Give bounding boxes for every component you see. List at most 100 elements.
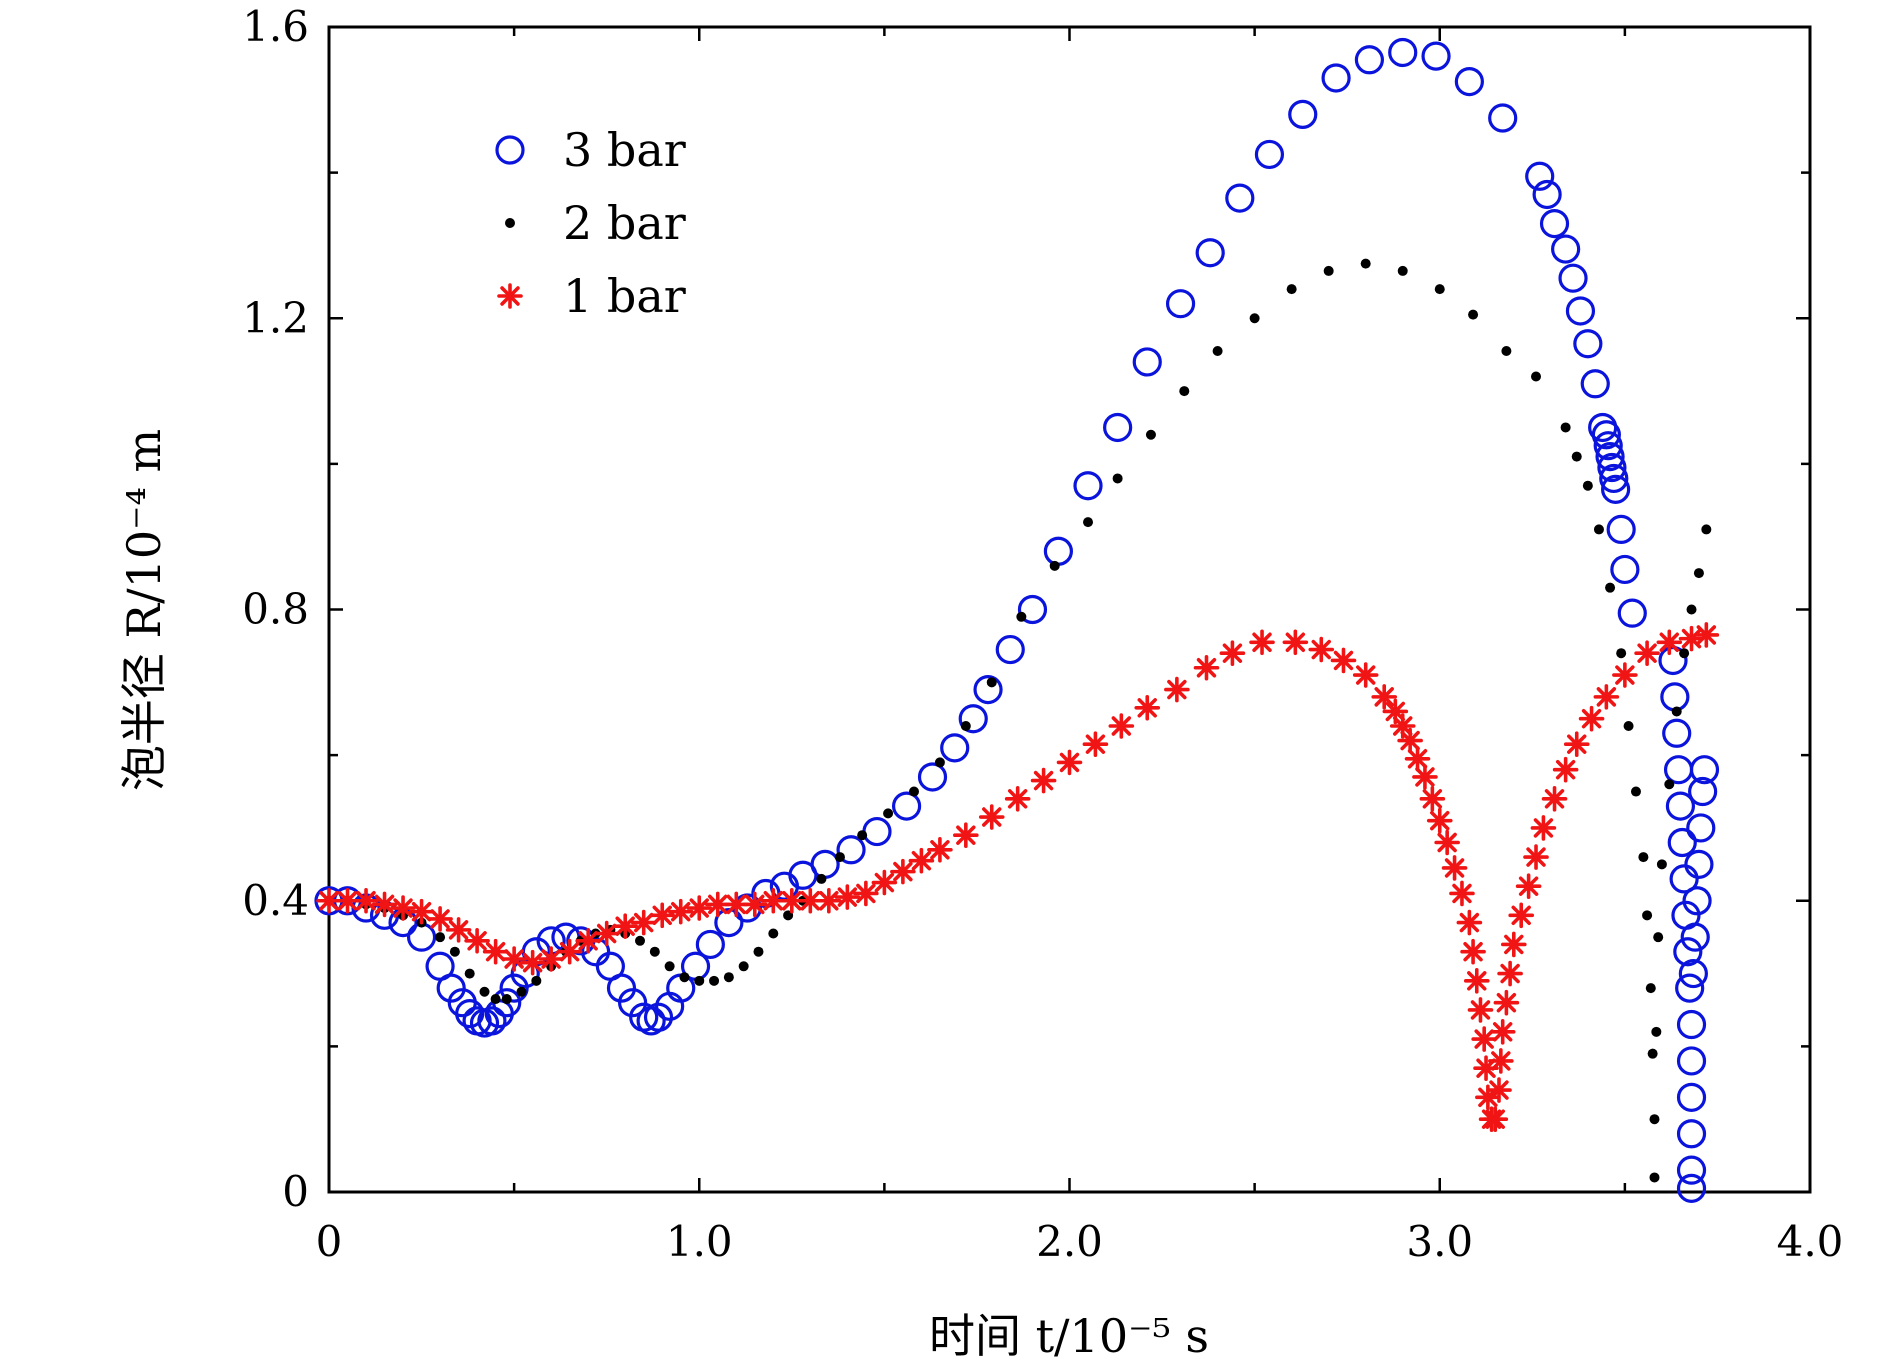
point-3-bar xyxy=(1669,864,1699,894)
point-2-bar xyxy=(834,852,845,863)
point-2-bar xyxy=(1397,265,1408,276)
point-3-bar xyxy=(1354,45,1385,75)
point-2-bar xyxy=(1664,779,1675,790)
point-3-bar xyxy=(1565,296,1596,326)
point-3-bar xyxy=(1043,536,1073,566)
asterisk-stroke xyxy=(1252,632,1272,652)
point-1-bar xyxy=(1219,640,1246,666)
point-3-bar xyxy=(436,973,466,1003)
y-tick-label: 0.4 xyxy=(242,876,309,925)
plot-frame xyxy=(327,25,1812,1194)
point-3-bar xyxy=(1421,41,1451,71)
point-3-bar xyxy=(1689,755,1720,785)
point-1-bar xyxy=(667,898,694,925)
point-1-bar xyxy=(538,946,564,972)
point-3-bar xyxy=(1676,1155,1707,1185)
asterisk-stroke xyxy=(1285,632,1306,652)
point-2-bar xyxy=(1671,706,1682,717)
asterisk-stroke xyxy=(1489,1080,1509,1100)
x-axis-label: 时间 t/10⁻⁵ s xyxy=(929,1309,1209,1363)
point-2-bar xyxy=(816,873,827,884)
point-1-bar xyxy=(316,887,342,914)
asterisk-stroke xyxy=(1467,971,1487,991)
point-2-bar xyxy=(1582,480,1593,491)
point-1-bar xyxy=(1460,938,1486,965)
asterisk-stroke xyxy=(800,891,821,911)
point-1-bar xyxy=(630,909,657,936)
asterisk-stroke xyxy=(500,286,520,306)
point-2-bar xyxy=(1049,560,1060,571)
asterisk-stroke xyxy=(1452,883,1472,904)
point-1-bar xyxy=(1530,815,1557,841)
asterisk-stroke xyxy=(1444,858,1465,878)
point-1-bar xyxy=(853,880,879,907)
point-1-bar xyxy=(1563,731,1590,758)
point-3-bar xyxy=(958,704,988,734)
point-1-bar xyxy=(1552,756,1579,783)
point-1-bar xyxy=(1382,698,1409,725)
point-2-bar xyxy=(986,677,997,688)
asterisk-stroke xyxy=(1555,759,1576,780)
point-1-bar xyxy=(1501,931,1527,958)
asterisk-stroke xyxy=(1544,789,1565,809)
legend-label-1-bar: 1 bar xyxy=(563,269,686,323)
point-1-bar xyxy=(575,927,601,954)
point-1-bar xyxy=(1656,629,1683,656)
point-2-bar xyxy=(649,946,660,957)
asterisk-stroke xyxy=(1085,734,1106,754)
point-2-bar xyxy=(1179,386,1190,397)
point-3-bar xyxy=(1573,329,1603,359)
point-1-bar xyxy=(1434,829,1460,856)
point-1-bar xyxy=(908,847,935,874)
point-1-bar xyxy=(1419,786,1446,812)
x-tick-label: 0 xyxy=(316,1217,343,1266)
point-1-bar xyxy=(1612,662,1638,688)
asterisk-stroke xyxy=(1659,632,1680,652)
point-1-bar xyxy=(1523,844,1549,870)
point-2-bar xyxy=(694,975,705,986)
point-2-bar xyxy=(435,932,446,943)
point-1-bar xyxy=(501,946,527,972)
asterisk-stroke xyxy=(615,916,635,936)
point-1-bar xyxy=(1486,1077,1512,1103)
point-3-bar xyxy=(1675,973,1705,1003)
point-2-bar xyxy=(1360,258,1371,269)
point-2-bar xyxy=(1642,910,1653,921)
asterisk-stroke xyxy=(1333,650,1354,671)
point-2-bar xyxy=(1016,611,1027,622)
point-3-bar xyxy=(1488,103,1518,133)
point-1-bar xyxy=(519,949,546,976)
asterisk-stroke xyxy=(1533,818,1554,838)
asterisk-stroke xyxy=(1137,698,1157,718)
point-3-bar xyxy=(1591,420,1621,450)
point-3-bar xyxy=(1532,179,1562,210)
asterisk-stroke xyxy=(689,898,709,918)
point-1-bar xyxy=(556,938,583,965)
data-points xyxy=(314,37,1720,1203)
point-3-bar xyxy=(1254,139,1285,170)
point-3-bar xyxy=(1132,347,1162,377)
asterisk-stroke xyxy=(671,901,691,922)
asterisk-stroke xyxy=(745,894,765,915)
asterisk-stroke xyxy=(541,949,561,969)
point-2-bar xyxy=(1501,346,1512,357)
point-2-bar xyxy=(635,935,646,946)
point-3-bar xyxy=(499,973,529,1003)
point-3-bar xyxy=(643,1002,674,1032)
asterisk-stroke xyxy=(1393,716,1413,736)
x-tick-label: 1.0 xyxy=(666,1217,733,1266)
point-1-bar xyxy=(408,898,435,925)
point-3-bar xyxy=(477,1006,507,1036)
asterisk-stroke xyxy=(1500,963,1520,984)
point-3-bar xyxy=(1676,1119,1707,1149)
asterisk-stroke xyxy=(1474,1029,1494,1049)
point-3-bar xyxy=(1617,598,1647,628)
point-3-bar xyxy=(1165,289,1196,319)
point-2-bar xyxy=(1630,786,1641,797)
asterisk-stroke xyxy=(1526,847,1546,867)
point-2-bar xyxy=(738,961,749,972)
point-1-bar xyxy=(427,906,453,932)
asterisk-stroke xyxy=(1476,1058,1496,1078)
point-1-bar xyxy=(1456,909,1483,936)
